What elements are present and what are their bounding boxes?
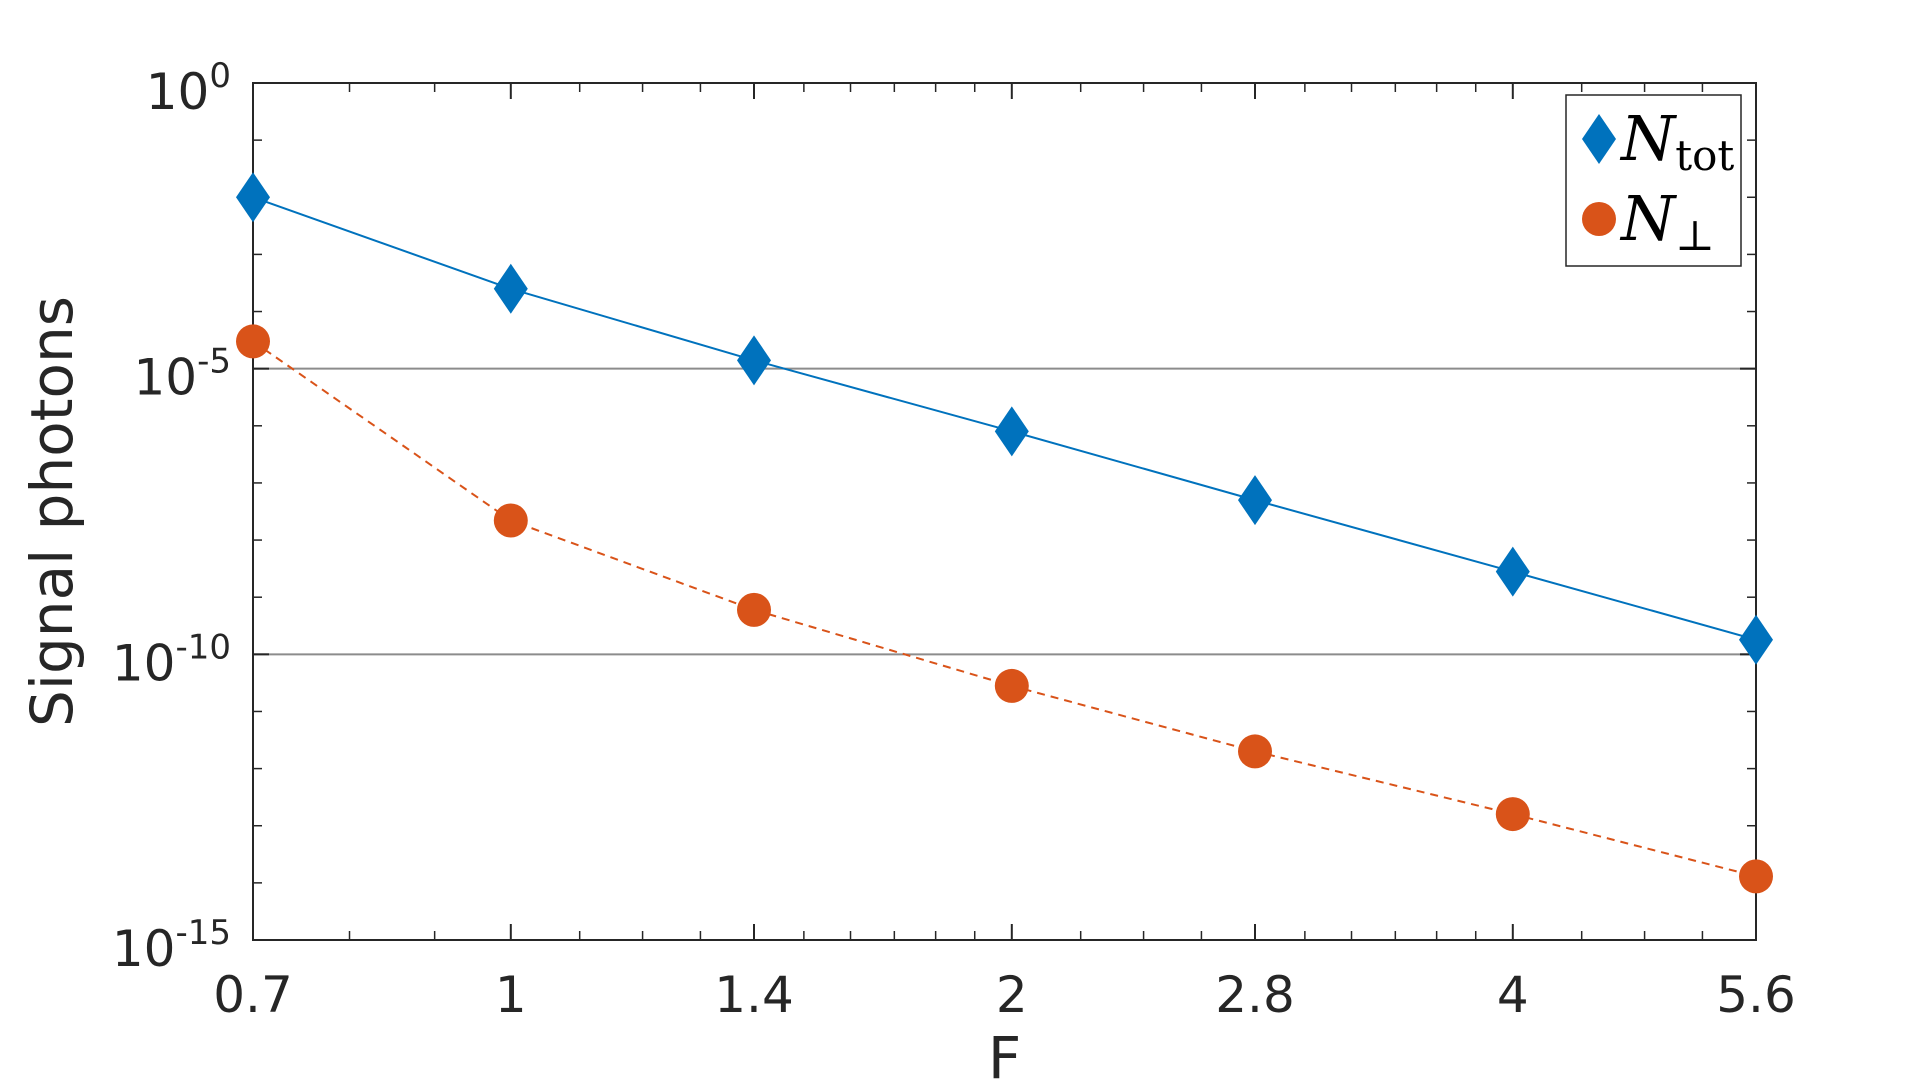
legend-marker	[1582, 114, 1616, 164]
y-axis-label: Signal photons	[18, 296, 86, 727]
data-point	[737, 335, 771, 386]
x-tick-label: 1.4	[714, 966, 794, 1024]
data-point	[236, 324, 270, 359]
legend-item: Ntot	[1582, 102, 1734, 180]
series-layer	[236, 172, 1773, 894]
x-tick-label: 2	[996, 966, 1028, 1024]
series-0	[236, 172, 1773, 665]
x-tick-label: 2.8	[1215, 966, 1295, 1024]
series-1	[236, 324, 1773, 894]
x-tick-label: 0.7	[213, 966, 293, 1024]
y-tick-label: 10-15	[112, 913, 231, 978]
y-tick-labels: 100 10-5 10-10 10-15	[112, 56, 231, 978]
y-tick-label: 10-5	[133, 342, 231, 407]
data-point	[1238, 734, 1272, 769]
legend-item: N⊥	[1582, 182, 1715, 260]
data-point	[493, 263, 528, 314]
data-point	[493, 503, 528, 538]
minor-ticks	[253, 83, 1756, 940]
reference-lines	[253, 367, 1756, 656]
data-point	[1238, 475, 1272, 526]
plot-frame	[252, 82, 1757, 941]
x-tick-label: 1	[495, 966, 527, 1024]
data-point	[994, 406, 1029, 457]
x-tick-labels: 0.7 1 1.4 2 2.8 4 5.6	[213, 966, 1796, 1024]
y-tick-label: 10-10	[112, 627, 231, 692]
x-tick-label: 4	[1497, 966, 1529, 1024]
x-axis-label: F	[988, 1024, 1021, 1083]
data-point	[1495, 797, 1530, 832]
data-point	[737, 592, 771, 627]
major-ticks	[252, 82, 1757, 941]
data-point	[1739, 859, 1773, 894]
y-tick-label: 100	[146, 56, 231, 121]
legend-label: N⊥	[1619, 182, 1715, 260]
legend-marker	[1582, 202, 1616, 236]
legend-label: Ntot	[1619, 102, 1734, 180]
data-point	[994, 668, 1029, 703]
data-point	[1739, 614, 1773, 665]
data-point	[236, 172, 270, 223]
x-tick-label: 5.6	[1716, 966, 1796, 1024]
data-point	[1495, 546, 1530, 597]
